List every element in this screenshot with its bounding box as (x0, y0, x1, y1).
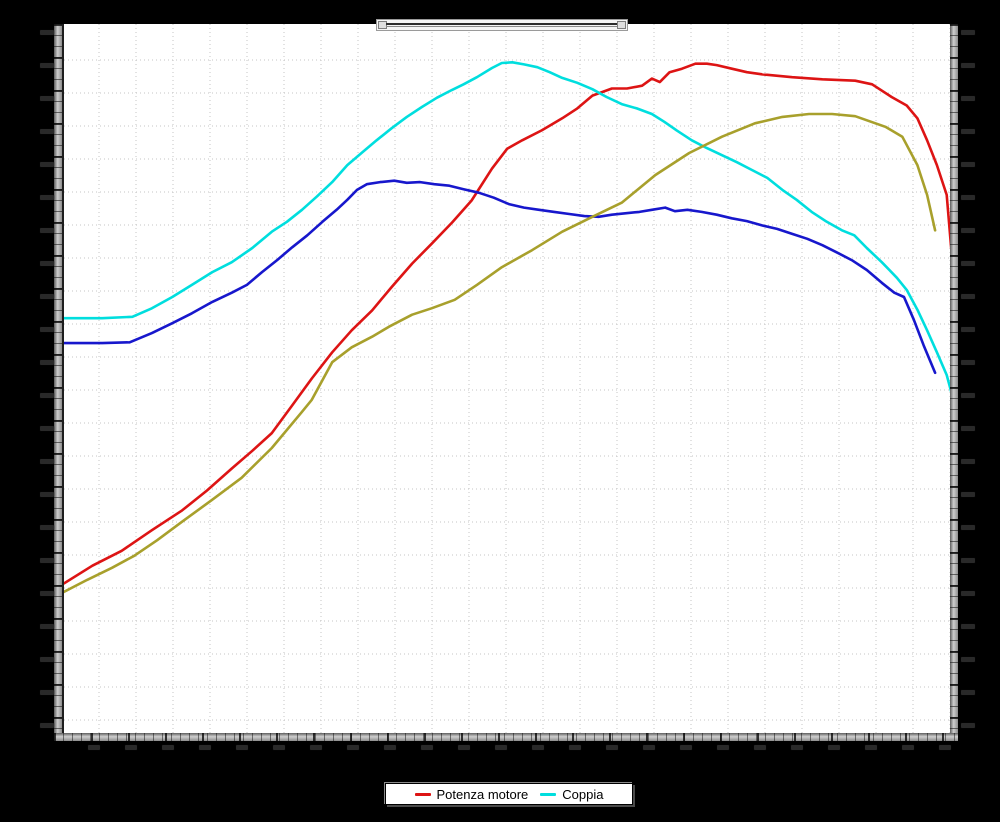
legend-item-coppia: Coppia (540, 788, 603, 801)
tick-label-smudge (961, 63, 975, 68)
tick-label-smudge (939, 745, 951, 750)
tick-label-smudge (40, 624, 54, 629)
collapsed-title-box[interactable] (376, 19, 628, 31)
tick-label-smudge (495, 745, 507, 750)
tick-label-smudge (961, 525, 975, 530)
tick-label-smudge (961, 624, 975, 629)
tick-label-smudge (199, 745, 211, 750)
tick-label-smudge (40, 393, 54, 398)
tick-label-smudge (754, 745, 766, 750)
y-axis-right-ticks (950, 24, 958, 735)
x-axis-ticks (54, 733, 958, 741)
tick-label-smudge (40, 129, 54, 134)
tick-label-smudge (40, 261, 54, 266)
tick-label-smudge (961, 459, 975, 464)
title-box-line-shadow (386, 26, 618, 27)
tick-label-smudge (310, 745, 322, 750)
tick-label-smudge (961, 195, 975, 200)
tick-label-smudge (961, 393, 975, 398)
tick-label-smudge (961, 129, 975, 134)
tick-label-smudge (40, 96, 54, 101)
tick-label-smudge (162, 745, 174, 750)
tick-label-smudge (40, 30, 54, 35)
tick-label-smudge (961, 162, 975, 167)
tick-label-smudge (680, 745, 692, 750)
series-unlabeled-blue-curve (64, 179, 937, 375)
tick-label-smudge (961, 426, 975, 431)
tick-label-smudge (961, 30, 975, 35)
tick-label-smudge (961, 261, 975, 266)
tick-label-smudge (643, 745, 655, 750)
tick-label-smudge (40, 459, 54, 464)
tick-label-smudge (961, 591, 975, 596)
series-Potenza motore (64, 62, 952, 585)
tick-label-smudge (961, 558, 975, 563)
tick-label-smudge (40, 657, 54, 662)
plot-area (62, 24, 952, 735)
tick-label-smudge (40, 591, 54, 596)
tick-label-smudge (961, 228, 975, 233)
tick-label-smudge (40, 525, 54, 530)
tick-label-smudge (606, 745, 618, 750)
y-axis-left-ticks (54, 24, 62, 735)
legend-item-potenza-motore: Potenza motore (414, 786, 529, 802)
tick-label-smudge (40, 426, 54, 431)
tick-label-smudge (961, 96, 975, 101)
chart-canvas (64, 24, 952, 733)
tick-label-smudge (384, 745, 396, 750)
legend-label: Potenza motore (436, 786, 529, 802)
tick-label-smudge (88, 745, 100, 750)
series-unlabeled-olive-curve (64, 112, 937, 594)
tick-label-smudge (40, 492, 54, 497)
tick-label-smudge (791, 745, 803, 750)
tick-label-smudge (125, 745, 137, 750)
tick-label-smudge (40, 162, 54, 167)
tick-label-smudge (961, 327, 975, 332)
tick-label-smudge (40, 327, 54, 332)
cyan-line-swatch-icon (540, 792, 557, 796)
legend: Potenza motore Coppia (385, 783, 633, 805)
tick-label-smudge (40, 723, 54, 728)
tick-label-smudge (961, 657, 975, 662)
tick-label-smudge (532, 745, 544, 750)
tick-label-smudge (961, 690, 975, 695)
tick-label-smudge (902, 745, 914, 750)
right-handle-icon[interactable] (617, 21, 626, 29)
tick-label-smudge (865, 745, 877, 750)
tick-label-smudge (40, 294, 54, 299)
tick-label-smudge (273, 745, 285, 750)
tick-label-smudge (236, 745, 248, 750)
tick-label-smudge (40, 63, 54, 68)
tick-label-smudge (961, 294, 975, 299)
left-handle-icon[interactable] (378, 21, 387, 29)
legend-label: Coppia (562, 786, 604, 802)
tick-label-smudge (961, 360, 975, 365)
tick-label-smudge (40, 195, 54, 200)
tick-label-smudge (40, 228, 54, 233)
tick-label-smudge (347, 745, 359, 750)
tick-label-smudge (458, 745, 470, 750)
tick-label-smudge (40, 558, 54, 563)
tick-label-smudge (961, 492, 975, 497)
tick-label-smudge (961, 723, 975, 728)
tick-label-smudge (421, 745, 433, 750)
tick-label-smudge (828, 745, 840, 750)
tick-label-smudge (40, 690, 54, 695)
series-Coppia (64, 60, 952, 397)
tick-label-smudge (569, 745, 581, 750)
tick-label-smudge (40, 360, 54, 365)
title-box-line (386, 23, 618, 25)
red-line-swatch-icon (414, 792, 431, 796)
tick-label-smudge (717, 745, 729, 750)
